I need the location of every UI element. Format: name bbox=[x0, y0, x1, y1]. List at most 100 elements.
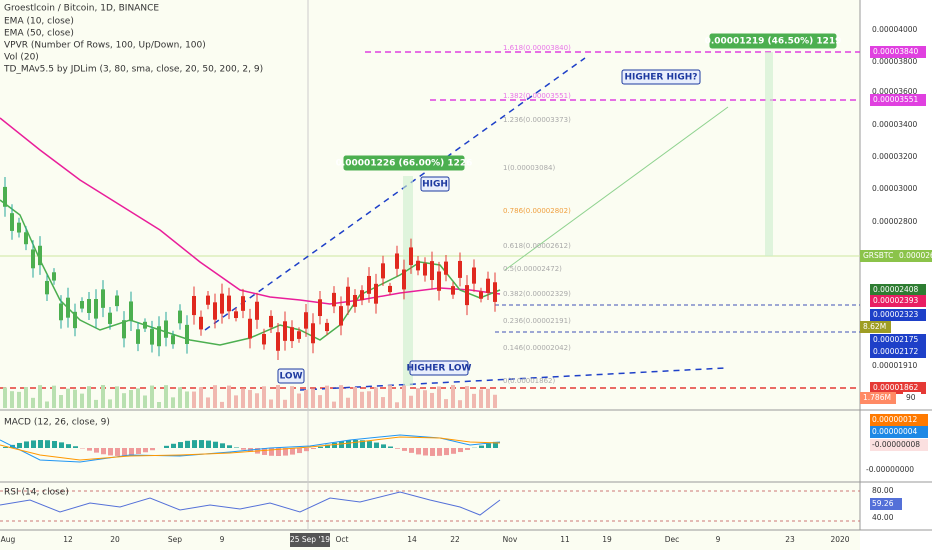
macd-hist bbox=[101, 448, 106, 455]
macd-hist bbox=[430, 448, 435, 456]
candle bbox=[374, 283, 378, 304]
candle bbox=[297, 331, 301, 339]
volume bbox=[416, 388, 420, 408]
volume bbox=[101, 385, 105, 408]
macd-hist bbox=[465, 448, 470, 450]
volume bbox=[465, 386, 469, 408]
time-tick: Sep bbox=[168, 535, 182, 544]
projection-arrow bbox=[504, 106, 729, 271]
candle bbox=[206, 295, 210, 305]
candle bbox=[465, 285, 469, 306]
macd-hist bbox=[45, 440, 50, 448]
volume bbox=[381, 397, 385, 408]
price-tick: 0.00003000 bbox=[872, 184, 918, 193]
price-badge bbox=[896, 250, 932, 262]
volume bbox=[409, 395, 413, 408]
volume bbox=[150, 385, 154, 408]
fib-label: 1.382(0.00003551) bbox=[503, 92, 571, 100]
volume bbox=[437, 386, 441, 408]
volume bbox=[395, 402, 399, 408]
macd-hist bbox=[444, 448, 449, 456]
price-badge bbox=[860, 250, 896, 262]
price-badge bbox=[870, 94, 926, 106]
macd-hist bbox=[269, 448, 274, 456]
annotation-box bbox=[621, 69, 701, 85]
volume bbox=[227, 385, 231, 408]
macd-hist bbox=[409, 448, 414, 453]
candle bbox=[493, 282, 497, 302]
volume bbox=[31, 397, 35, 408]
annotation-box bbox=[277, 368, 305, 384]
macd-hist bbox=[416, 448, 421, 455]
candle bbox=[276, 332, 280, 351]
measure-box bbox=[765, 52, 773, 256]
indicator-legend: EMA (50, close) bbox=[4, 29, 74, 39]
time-tick: 14 bbox=[407, 535, 417, 544]
time-tick: Nov bbox=[503, 535, 518, 544]
macd-hist bbox=[185, 440, 190, 448]
candle bbox=[395, 253, 399, 269]
volume bbox=[213, 385, 217, 408]
volume bbox=[444, 399, 448, 408]
time-tick: 23 bbox=[785, 535, 795, 544]
candle bbox=[199, 316, 203, 330]
indicator-legend: Vol (20) bbox=[4, 53, 39, 63]
time-tick: 20 bbox=[110, 535, 120, 544]
signal-line bbox=[0, 436, 501, 461]
candle bbox=[94, 299, 98, 319]
macd-hist bbox=[283, 448, 288, 456]
macd-hist bbox=[178, 442, 183, 448]
fib-label: 0.786(0.00002802) bbox=[503, 207, 571, 215]
macd-hist bbox=[3, 447, 8, 448]
price-badge-label: 0.00002611 bbox=[899, 251, 932, 260]
candle bbox=[332, 292, 336, 307]
fib-label: 0.618(0.00002612) bbox=[503, 242, 571, 250]
candle bbox=[80, 301, 84, 309]
volume bbox=[157, 401, 161, 408]
macd-hist bbox=[346, 440, 351, 448]
volume bbox=[297, 393, 301, 408]
candle bbox=[290, 327, 294, 342]
candle bbox=[360, 290, 364, 301]
price-badge bbox=[870, 284, 926, 296]
macd-hist bbox=[353, 440, 358, 448]
candle bbox=[178, 310, 182, 324]
price-badge bbox=[870, 382, 926, 394]
candle bbox=[241, 296, 245, 311]
candle bbox=[437, 271, 441, 291]
macd-badge-label: 0.00000004 bbox=[872, 427, 918, 436]
volume bbox=[346, 397, 350, 408]
macd-hist bbox=[164, 445, 169, 448]
macd-hist bbox=[17, 442, 22, 448]
macd-hist bbox=[437, 448, 442, 456]
candle bbox=[325, 322, 329, 332]
fib-label: 0.5(0.00002472) bbox=[503, 265, 562, 273]
macd-hist bbox=[458, 448, 463, 453]
candle bbox=[143, 321, 147, 329]
volume bbox=[311, 388, 315, 408]
price-badge-label: 0.00002408 bbox=[873, 285, 919, 294]
volume bbox=[479, 389, 483, 408]
fib-label: 1.236(0.00003373) bbox=[503, 116, 571, 124]
candle bbox=[108, 312, 112, 324]
candle bbox=[234, 311, 238, 319]
volume bbox=[430, 392, 434, 408]
volume bbox=[164, 385, 168, 408]
candle bbox=[66, 297, 70, 318]
volume bbox=[199, 387, 203, 408]
volume bbox=[339, 385, 343, 408]
macd-hist bbox=[199, 440, 204, 448]
candle bbox=[353, 294, 357, 307]
macd-hist bbox=[325, 444, 330, 448]
volume bbox=[325, 385, 329, 408]
volume bbox=[241, 388, 245, 408]
volume bbox=[3, 387, 7, 408]
macd-hist bbox=[360, 440, 365, 448]
volume bbox=[73, 389, 77, 408]
volume bbox=[108, 399, 112, 408]
macd-badge bbox=[870, 439, 928, 451]
macd-hist bbox=[143, 448, 148, 453]
volume bbox=[423, 390, 427, 408]
price-tick: 0.00004000 bbox=[872, 25, 918, 34]
macd-hist bbox=[332, 442, 337, 448]
